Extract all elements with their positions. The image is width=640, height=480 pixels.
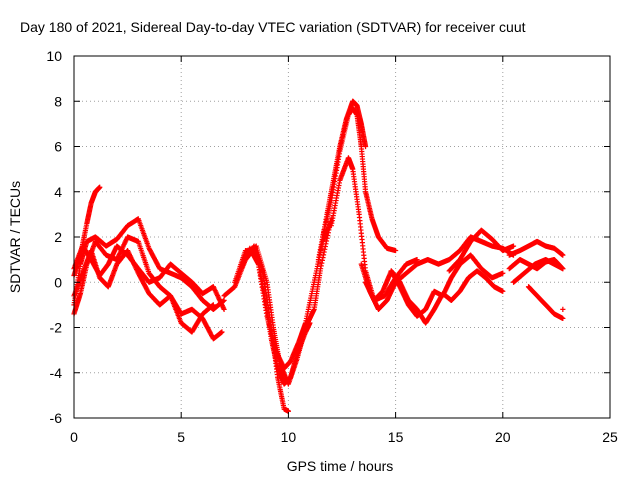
y-tick-label: 8 — [54, 93, 62, 109]
y-tick-label: -6 — [50, 410, 63, 426]
series-track-19 — [510, 257, 566, 285]
series-track-15 — [388, 268, 506, 326]
x-tick-label: 15 — [388, 429, 404, 445]
x-tick-label: 25 — [602, 429, 618, 445]
data-point — [500, 288, 506, 294]
y-tick-label: 2 — [54, 229, 62, 245]
data-point — [560, 252, 566, 258]
series-track-21 — [560, 306, 566, 312]
series-track-11 — [320, 105, 399, 254]
chart-title: Day 180 of 2021, Sidereal Day-to-day VTE… — [20, 19, 526, 35]
y-tick-label: -4 — [50, 365, 63, 381]
series-track-16 — [446, 227, 517, 274]
data-point — [560, 306, 566, 312]
y-tick-label: 0 — [54, 274, 62, 290]
y-axis-label: SDTVAR / TECUs — [7, 181, 23, 293]
series-track-17 — [506, 238, 566, 258]
x-tick-label: 10 — [281, 429, 297, 445]
data-point — [510, 243, 517, 249]
grid-lines — [74, 56, 610, 418]
data-points — [71, 98, 566, 414]
data-point — [221, 306, 227, 312]
x-tick-label: 5 — [177, 429, 185, 445]
series-track-1 — [71, 184, 103, 279]
x-axis-label: GPS time / hours — [287, 458, 394, 474]
y-tick-label: 10 — [46, 48, 62, 64]
series-track-6 — [221, 243, 291, 414]
data-point — [560, 266, 566, 272]
data-point — [210, 302, 216, 308]
y-tick-label: -2 — [50, 320, 63, 336]
data-point — [219, 329, 225, 335]
series-track-9 — [238, 218, 334, 371]
data-point — [560, 315, 566, 322]
data-point — [393, 247, 399, 254]
x-tick-label: 20 — [495, 429, 511, 445]
y-tick-label: 4 — [54, 184, 62, 200]
data-point — [500, 270, 506, 276]
y-tick-label: 6 — [54, 139, 62, 155]
data-point — [97, 184, 103, 190]
series-track-20 — [525, 284, 566, 322]
x-tick-label: 0 — [70, 429, 78, 445]
axes: 0 5 10 15 20 25 -6 -4 -2 0 2 4 6 8 10 — [46, 48, 618, 445]
